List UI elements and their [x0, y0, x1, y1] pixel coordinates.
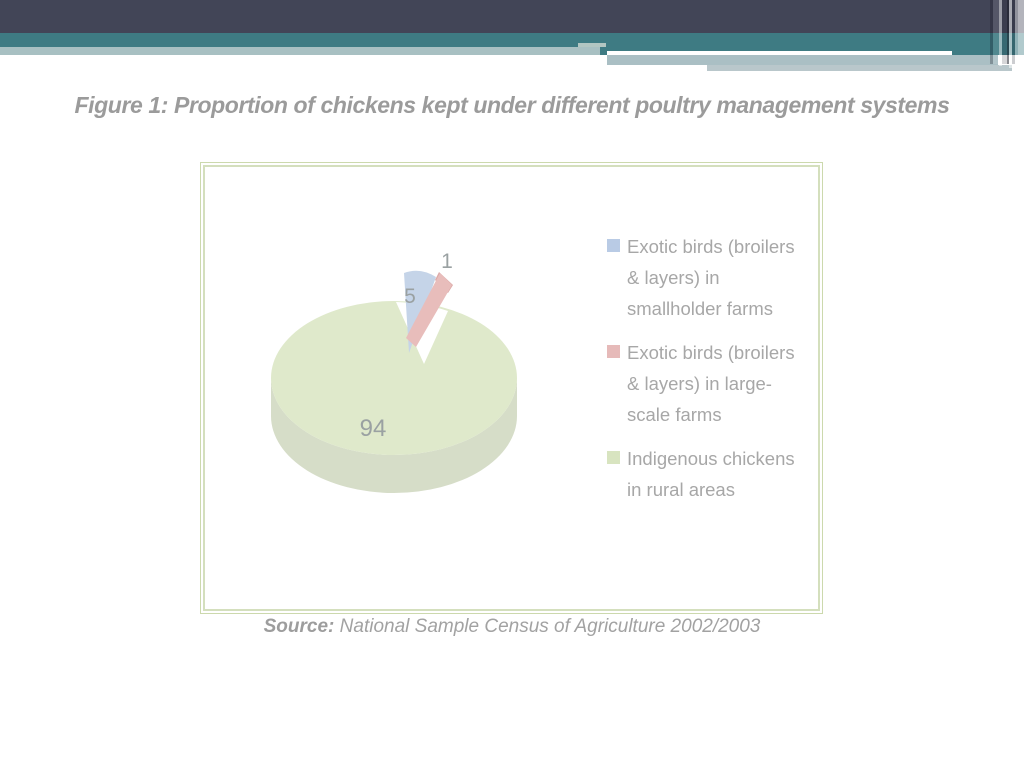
legend-label: Exotic birds (broilers & layers) in larg… [627, 342, 795, 425]
legend-item-smallholder: Exotic birds (broilers & layers) in smal… [607, 231, 809, 324]
legend-label: Indigenous chickens in rural areas [627, 448, 795, 500]
vertical-stripe [1007, 0, 1009, 64]
source-label: Source: [263, 616, 335, 637]
accent-band-2 [707, 65, 1012, 71]
legend-label: Exotic birds (broilers & layers) in smal… [627, 236, 795, 319]
chart-frame: 5 1 94 Exotic birds (broilers & layers) … [200, 162, 823, 614]
pie-chart: 5 1 94 [271, 250, 517, 493]
chart-frame-inner: 5 1 94 Exotic birds (broilers & layers) … [203, 165, 820, 611]
pie-label-smallholder: 5 [404, 285, 416, 308]
accent-band-1 [607, 55, 998, 65]
vertical-stripe [1018, 0, 1024, 70]
source-caption: Source: National Sample Census of Agricu… [0, 616, 1024, 638]
accent-stub [578, 43, 606, 48]
vertical-stripe [990, 0, 993, 64]
pie-chart-area: 5 1 94 Exotic birds (broilers & layers) … [205, 167, 818, 609]
vertical-stripe [999, 0, 1002, 66]
header-bar [0, 0, 1024, 33]
pie-side-indigenous [271, 378, 517, 493]
vertical-stripe [1015, 0, 1018, 66]
legend-item-indigenous: Indigenous chickens in rural areas [607, 443, 809, 505]
figure-title: Figure 1: Proportion of chickens kept un… [74, 92, 950, 118]
vertical-stripe [1002, 0, 1007, 64]
vertical-stripe [1012, 0, 1015, 64]
pie-slice-indigenous [271, 301, 517, 455]
legend-swatch-pink [607, 345, 620, 358]
chart-legend: Exotic birds (broilers & layers) in smal… [607, 231, 809, 518]
pie-slice-large-scale [406, 273, 452, 347]
accent-stripe-teal [0, 33, 1024, 47]
legend-item-large-scale: Exotic birds (broilers & layers) in larg… [607, 337, 809, 430]
legend-swatch-green [607, 451, 620, 464]
vertical-stripe [993, 0, 999, 64]
legend-swatch-blue [607, 239, 620, 252]
source-text: National Sample Census of Agriculture 20… [339, 616, 761, 637]
accent-stripe-light-left [0, 47, 606, 55]
pie-label-large-scale: 1 [441, 250, 453, 273]
accent-white-line [607, 51, 952, 55]
vertical-stripe [1009, 0, 1012, 68]
pie-label-indigenous: 94 [360, 415, 387, 442]
